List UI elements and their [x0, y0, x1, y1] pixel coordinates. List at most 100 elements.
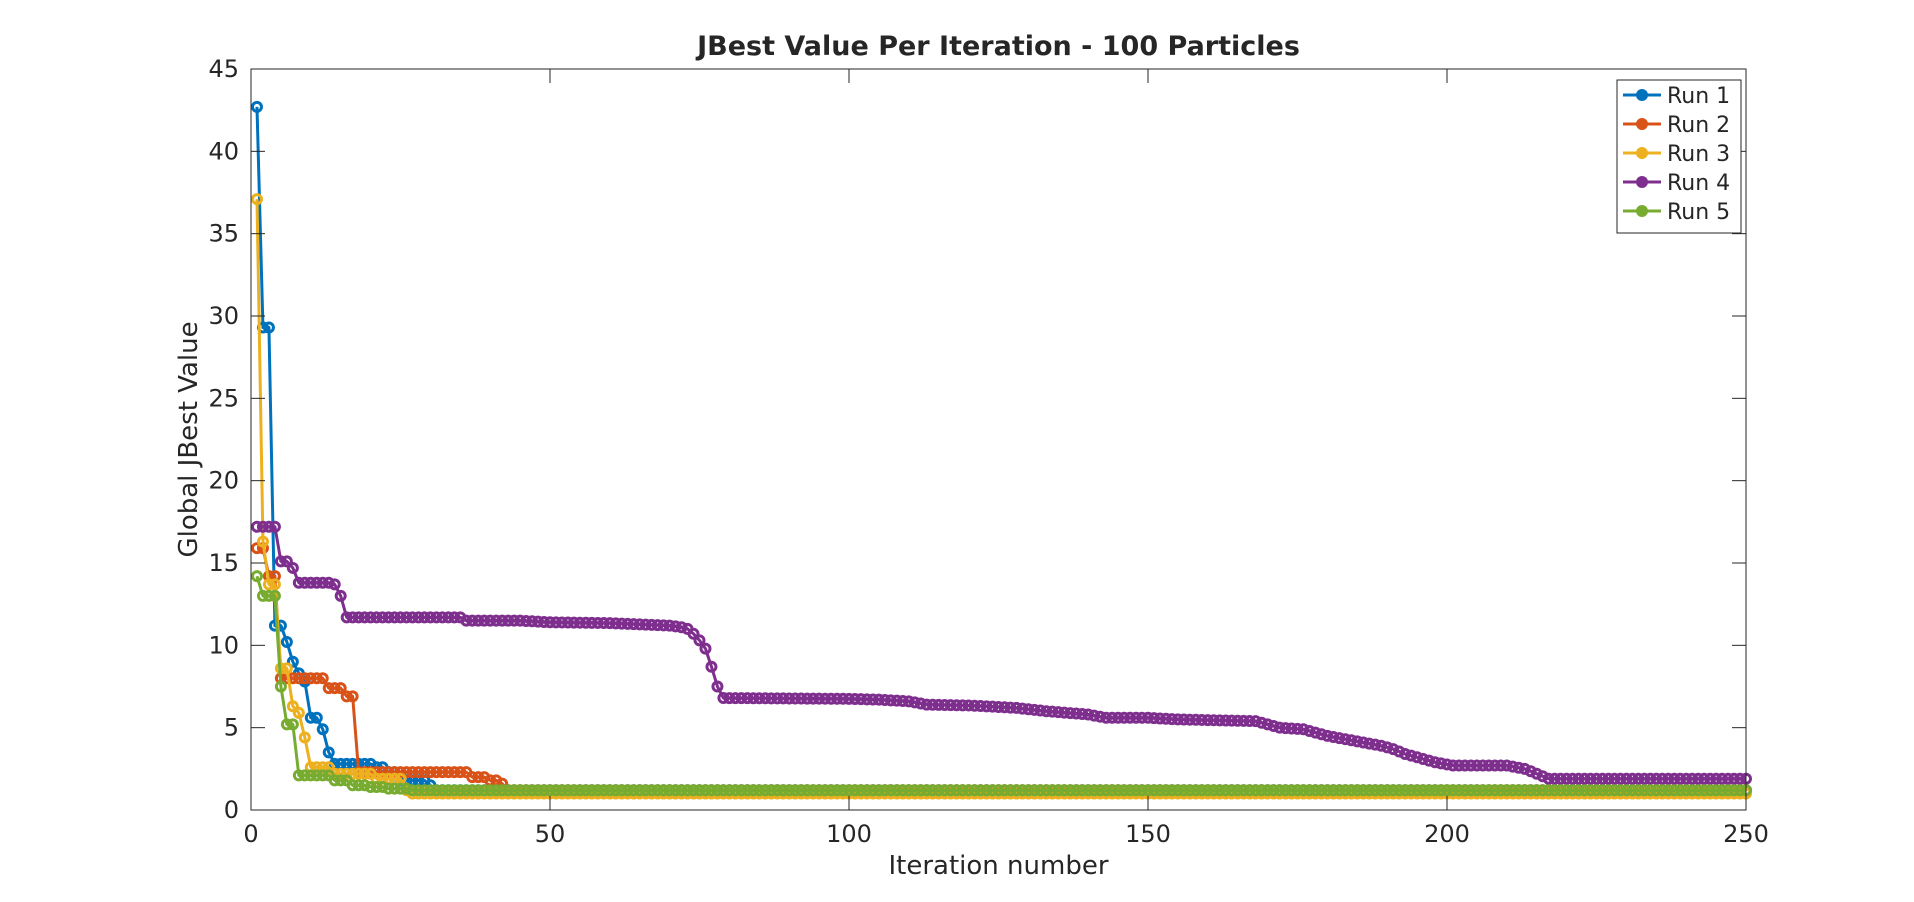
- series-line: [255, 575, 1746, 792]
- data-point: [1112, 711, 1125, 724]
- data-point: [819, 692, 832, 705]
- data-point: [1476, 784, 1489, 797]
- data-point: [1710, 772, 1723, 785]
- data-point: [1351, 735, 1364, 748]
- data-point: [890, 784, 903, 797]
- data-point: [597, 784, 610, 797]
- data-point: [1650, 784, 1663, 797]
- data-point: [340, 690, 353, 703]
- data-point: [717, 784, 730, 797]
- data-point: [956, 699, 969, 712]
- series-4: [250, 520, 1752, 785]
- data-point: [370, 766, 383, 779]
- data-point: [1423, 754, 1436, 767]
- data-point: [759, 692, 772, 705]
- data-point: [669, 784, 682, 797]
- data-point: [627, 784, 640, 797]
- data-point: [1381, 784, 1394, 797]
- legend-label: Run 4: [1667, 171, 1730, 196]
- data-point: [986, 700, 999, 713]
- data-point: [1279, 722, 1292, 735]
- data-point: [974, 784, 987, 797]
- data-point: [1321, 784, 1334, 797]
- data-point: [711, 680, 724, 693]
- data-point: [968, 784, 981, 797]
- data-point: [1590, 772, 1603, 785]
- y-tick-label: 20: [208, 467, 239, 495]
- data-point: [1686, 772, 1699, 785]
- data-point: [1285, 784, 1298, 797]
- data-point: [412, 766, 425, 779]
- data-point: [1022, 784, 1035, 797]
- data-point: [1142, 784, 1154, 797]
- data-point: [1064, 784, 1077, 797]
- data-point: [747, 692, 760, 705]
- data-point: [1147, 784, 1160, 797]
- data-point: [878, 784, 891, 797]
- data-point: [1728, 772, 1741, 785]
- data-point: [615, 784, 628, 797]
- data-point: [424, 784, 437, 797]
- data-point: [699, 642, 712, 655]
- data-point: [262, 321, 275, 334]
- data-point: [1417, 752, 1430, 765]
- data-point: [1482, 784, 1495, 797]
- data-point: [466, 771, 479, 784]
- data-point: [1692, 784, 1705, 797]
- legend-item: Run 3: [1623, 142, 1730, 167]
- data-point: [1285, 722, 1298, 735]
- y-tick-label: 0: [224, 796, 239, 824]
- data-point: [1333, 732, 1346, 745]
- data-point: [262, 578, 275, 591]
- data-point: [316, 672, 329, 685]
- data-point: [591, 784, 604, 797]
- data-point: [860, 784, 873, 797]
- data-point: [520, 784, 533, 797]
- data-point: [310, 769, 323, 782]
- data-point: [633, 618, 646, 631]
- data-point: [831, 784, 844, 797]
- data-point: [1142, 711, 1154, 724]
- data-point: [388, 611, 401, 624]
- data-point: [1704, 772, 1717, 785]
- data-point: [1016, 784, 1029, 797]
- data-point: [394, 611, 407, 624]
- data-point: [418, 611, 431, 624]
- data-point: [406, 784, 419, 797]
- data-point: [1620, 772, 1633, 785]
- data-point: [1088, 784, 1101, 797]
- data-point: [1512, 784, 1525, 797]
- data-point: [322, 576, 335, 589]
- data-point: [346, 611, 359, 624]
- data-point: [1070, 784, 1083, 797]
- data-point: [1387, 784, 1400, 797]
- data-point: [1189, 784, 1202, 797]
- data-point: [466, 614, 479, 627]
- data-point: [478, 784, 491, 797]
- data-point: [1321, 729, 1334, 742]
- data-point: [1411, 784, 1424, 797]
- axes-box: [250, 68, 1747, 811]
- data-point: [567, 784, 580, 797]
- data-point: [1255, 784, 1268, 797]
- data-point: [286, 718, 299, 731]
- data-point: [1435, 757, 1448, 770]
- data-point: [705, 660, 718, 673]
- data-point: [926, 784, 939, 797]
- data-point: [502, 784, 515, 797]
- ticks-layer: 0 50 100 150 200 250 0 5 10 15 20 25 30 35 40 45: [208, 55, 1768, 848]
- data-point: [759, 784, 772, 797]
- y-tick-label: 10: [208, 631, 239, 659]
- data-point: [579, 616, 592, 629]
- data-point: [1566, 772, 1579, 785]
- data-point: [322, 746, 335, 759]
- data-point: [932, 784, 945, 797]
- data-point: [651, 619, 664, 632]
- data-point: [848, 784, 861, 797]
- data-point: [1177, 713, 1190, 726]
- data-point: [1225, 784, 1238, 797]
- data-point: [1034, 704, 1047, 717]
- data-point: [1417, 784, 1430, 797]
- data-point: [603, 617, 616, 630]
- data-point: [896, 784, 909, 797]
